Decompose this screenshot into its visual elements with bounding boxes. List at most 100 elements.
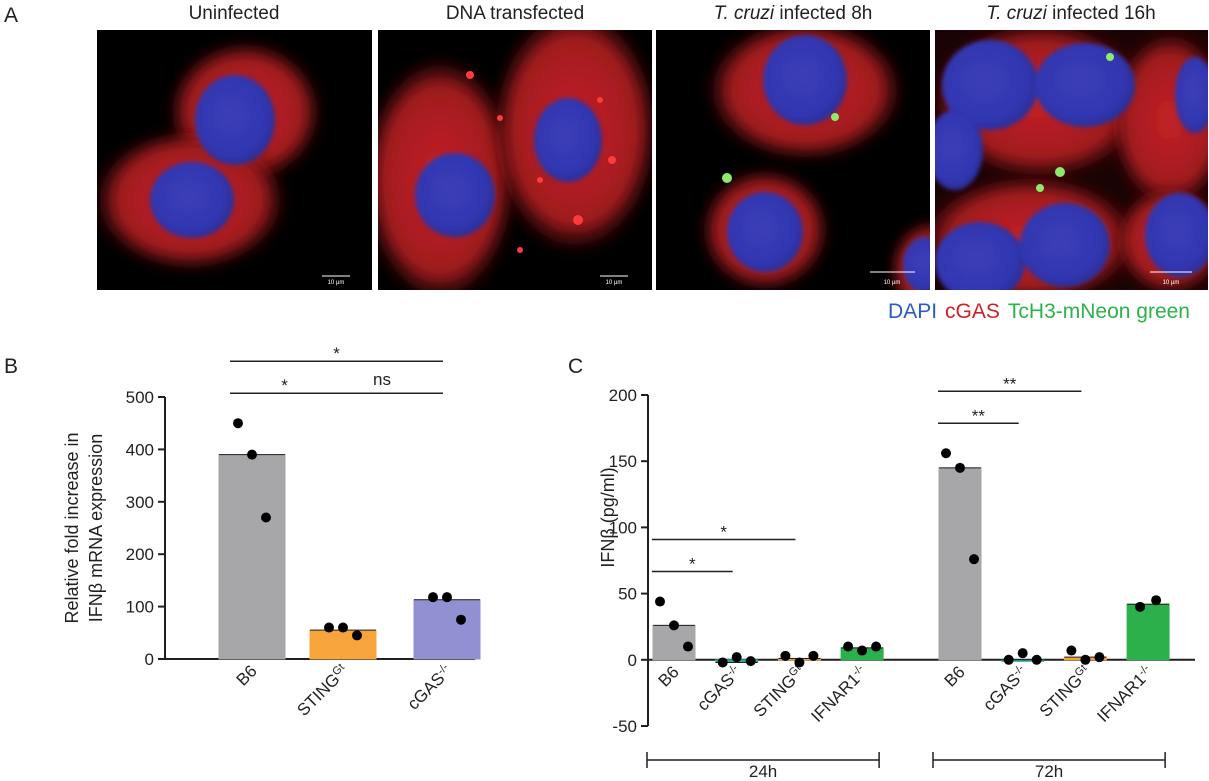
data-point — [442, 592, 452, 603]
scale-bars — [322, 271, 1192, 277]
x-tick-label: IFNAR1-/- — [1093, 662, 1157, 726]
panel-label: A — [4, 4, 18, 27]
legend-entry: cGAS — [945, 300, 1000, 323]
category-name: IFNAR1 — [1093, 670, 1149, 726]
x-tick-label: STINGGt — [750, 662, 808, 720]
image-title: T. cruzi infected 16h — [986, 3, 1155, 24]
data-point — [1151, 595, 1162, 606]
y-tick-label: 50 — [618, 585, 637, 604]
bar — [413, 599, 481, 660]
legend: DAPI cGAS TcH3-mNeon green — [888, 300, 1190, 323]
significance-label: ** — [972, 406, 986, 425]
y-tick-label: 100 — [126, 598, 154, 617]
image-title: Uninfected — [189, 3, 280, 24]
data-point — [871, 641, 882, 652]
y-tick-label: 0 — [628, 651, 637, 670]
y-tick-label: 100 — [609, 518, 637, 537]
data-point — [352, 630, 362, 641]
y-axis-label: IFNβ (pg/ml) — [598, 467, 618, 567]
x-tick-label: B6 — [941, 662, 969, 690]
data-point — [1066, 645, 1077, 656]
x-tick-label: B6 — [233, 661, 261, 689]
significance-label: * — [689, 555, 696, 574]
data-point — [794, 657, 805, 668]
title-italic: T. cruzi — [714, 3, 775, 24]
category-name: STING — [293, 670, 343, 720]
category-name: STING — [750, 671, 800, 721]
x-tick-label: cGAS-/- — [979, 662, 1031, 714]
group-label: 24h — [749, 762, 777, 781]
scale-bar-label: 10 µm — [884, 280, 901, 286]
data-point — [745, 656, 756, 667]
data-point — [780, 650, 791, 661]
image-title: T. cruzi infected 8h — [714, 3, 873, 24]
data-point — [1135, 601, 1146, 612]
bar — [1126, 603, 1170, 661]
y-tick-label: 150 — [609, 452, 637, 471]
micrograph — [97, 30, 372, 290]
image-title: DNA transfected — [446, 3, 584, 24]
title-text: infected 8h — [774, 3, 872, 24]
micrograph — [935, 30, 1208, 290]
title-italic: T. cruzi — [986, 3, 1047, 24]
data-point — [1080, 654, 1091, 665]
data-point — [669, 620, 679, 631]
x-tick-label: cGAS-/- — [693, 662, 745, 714]
scale-bar-label: 10 µm — [328, 280, 345, 286]
category-name: B6 — [233, 661, 261, 689]
y-tick-label: 200 — [126, 545, 154, 564]
significance-label: * — [281, 376, 288, 395]
data-point — [843, 641, 854, 652]
data-point — [338, 622, 348, 633]
significance-label: ** — [1003, 374, 1017, 393]
micrograph — [656, 30, 930, 290]
data-point — [808, 650, 819, 661]
x-tick-label: B6 — [655, 662, 683, 690]
data-point — [683, 641, 693, 652]
y-tick-label: 0 — [145, 650, 154, 669]
data-point — [261, 512, 271, 523]
data-point — [731, 652, 742, 663]
legend-entry: TcH3-mNeon green — [1008, 300, 1190, 323]
significance-label: * — [720, 523, 727, 542]
data-point — [324, 622, 334, 633]
y-tick-label: 300 — [126, 493, 154, 512]
data-point — [857, 645, 868, 656]
data-point — [1031, 654, 1042, 665]
data-point — [941, 448, 951, 459]
data-point — [717, 657, 728, 668]
scale-bar-label: 10 µm — [1163, 280, 1180, 286]
x-tick-label: STINGGt — [1036, 662, 1094, 720]
micrograph — [378, 30, 652, 290]
legend-entry: DAPI — [888, 300, 937, 323]
category-name: STING — [1036, 671, 1086, 721]
y-tick-label: 400 — [126, 440, 154, 459]
category-name: IFNAR1 — [807, 670, 863, 726]
title-text: infected 16h — [1047, 3, 1156, 24]
x-tick-label: STINGGt — [293, 661, 351, 719]
data-point — [456, 614, 466, 625]
x-tick-label: cGAS-/- — [404, 661, 456, 713]
data-point — [969, 554, 979, 565]
data-point — [1003, 654, 1014, 665]
y-axis-label: IFNβ mRNA expression — [86, 434, 106, 622]
bar — [218, 454, 286, 660]
significance-label: * — [333, 344, 340, 363]
bar — [309, 629, 377, 660]
y-tick-label: 200 — [609, 386, 637, 405]
y-axis-label: Relative fold increase in — [62, 432, 82, 623]
data-point — [1017, 648, 1028, 659]
panel-label: B — [4, 355, 18, 378]
title-text: Uninfected — [189, 3, 280, 24]
data-point — [655, 596, 665, 607]
y-tick-label: -50 — [612, 717, 637, 736]
group-label: 72h — [1035, 762, 1063, 781]
x-tick-label: IFNAR1-/- — [807, 662, 871, 726]
data-point — [428, 592, 438, 603]
category-name: B6 — [941, 662, 969, 690]
scale-bar-label: 10 µm — [606, 280, 623, 286]
y-tick-label: 500 — [126, 388, 154, 407]
significance-label: ns — [373, 370, 391, 389]
